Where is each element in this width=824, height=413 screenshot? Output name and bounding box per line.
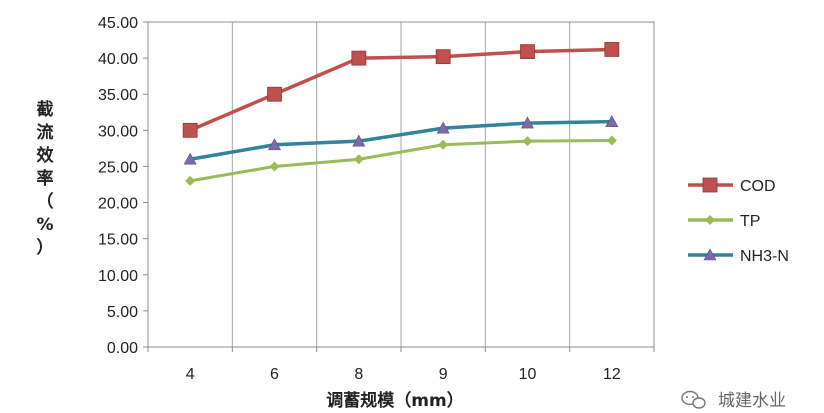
- x-tick-label: 4: [186, 366, 195, 383]
- y-tick-label: 45.00: [98, 15, 138, 32]
- y-axis-title-char: （: [37, 191, 54, 212]
- y-tick-label: 30.00: [98, 123, 138, 140]
- data-point-cod: [520, 44, 535, 60]
- y-axis-title-char: %: [36, 215, 53, 235]
- y-tick-label: 5.00: [107, 304, 138, 321]
- y-axis-title-char: 效: [37, 145, 54, 166]
- data-point-tp: [269, 161, 280, 172]
- data-point-tp: [353, 154, 364, 165]
- legend-marker: [702, 177, 718, 193]
- watermark: 城建水业: [681, 390, 786, 411]
- y-tick-label: 20.00: [98, 196, 138, 213]
- legend-item-cod: COD: [688, 177, 776, 195]
- data-point-nh3-n: [605, 115, 619, 127]
- y-axis-title-char: 率: [37, 168, 54, 189]
- series-nh3-n: [183, 115, 619, 165]
- data-point-nh3-n: [267, 138, 282, 151]
- data-point-nh3-n: [520, 116, 535, 129]
- data-point-cod: [182, 122, 198, 138]
- data-point-cod: [267, 86, 282, 102]
- y-tick-label: 35.00: [98, 87, 138, 104]
- series-tp: [185, 135, 617, 186]
- watermark-text: 城建水业: [718, 391, 786, 411]
- data-point-cod: [604, 42, 620, 57]
- y-tick-label: 25.00: [98, 159, 138, 176]
- legend-item-nh3-n: NH3-N: [688, 248, 789, 265]
- y-tick-label: 0.00: [107, 340, 138, 357]
- series-line-cod: [189, 47, 612, 132]
- legend-marker: [703, 248, 717, 261]
- legend-marker: [705, 215, 715, 225]
- series-cod: [182, 42, 620, 138]
- x-tick-label: 8: [354, 366, 363, 383]
- x-tick-label: 12: [603, 366, 621, 383]
- x-axis-ticks: 4 6 8 9 10 12: [186, 366, 621, 383]
- legend: COD TP NH3-N: [688, 177, 789, 265]
- x-tick-label: 9: [439, 366, 448, 383]
- data-point-nh3-n: [352, 134, 366, 147]
- y-axis-ticks: 0.00 5.00 10.00 15.00 20.00 25.00 30.00 35.00 40…: [98, 15, 138, 357]
- x-tick-label: 10: [519, 366, 537, 383]
- x-tick-label: 6: [270, 366, 279, 383]
- legend-label: COD: [740, 178, 776, 195]
- series-line-nh3-n: [189, 119, 612, 161]
- y-tick-label: 10.00: [98, 268, 138, 285]
- series-layer: [182, 42, 620, 186]
- series-line-tp: [189, 138, 612, 183]
- legend-item-tp: TP: [688, 213, 760, 230]
- legend-label: NH3-N: [740, 248, 789, 265]
- data-point-tp: [522, 136, 533, 147]
- data-point-tp: [438, 139, 449, 150]
- data-point-nh3-n: [436, 121, 450, 134]
- y-axis-title-char: ）: [37, 237, 54, 258]
- data-point-cod: [351, 50, 367, 66]
- y-axis-title-char: 截: [37, 99, 54, 120]
- data-point-cod: [435, 49, 451, 65]
- y-tick-label: 15.00: [98, 232, 138, 249]
- data-point-tp: [185, 175, 196, 186]
- plot-area: [143, 21, 655, 352]
- y-axis-title-char: 流: [37, 122, 54, 143]
- data-point-nh3-n: [183, 152, 197, 165]
- x-axis-title: 调蓄规模（mm）: [326, 390, 463, 411]
- wechat-icon: [681, 390, 706, 409]
- y-tick-label: 40.00: [98, 51, 138, 68]
- legend-label: TP: [740, 213, 760, 230]
- data-point-tp: [606, 135, 617, 146]
